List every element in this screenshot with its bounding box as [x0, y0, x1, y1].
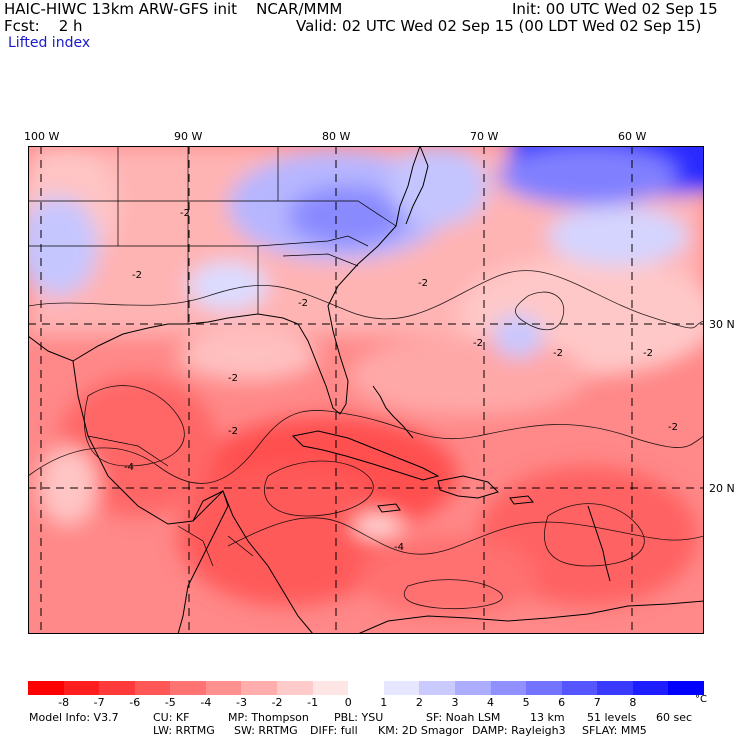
lat-lon-grid [28, 146, 704, 634]
model-info-sflay: SFLAY: MM5 [582, 724, 647, 737]
color-scale-tick-label: -8 [58, 696, 70, 709]
lat-label-20n: 20 N [709, 482, 735, 495]
contour-label: -2 [553, 348, 563, 359]
color-scale-unit: °C [695, 694, 707, 705]
color-scale-swatch [63, 681, 100, 695]
color-scale-swatch [205, 681, 242, 695]
color-scale-tick-label: 5 [522, 696, 530, 709]
color-scale-swatch [312, 681, 349, 695]
color-scale-swatch [597, 681, 633, 695]
lifted-index-map: -2 -2 -2 -2 -2 -2 -2 -2 -2 -4 -4 -2 [28, 146, 704, 634]
color-scale-swatch [241, 681, 278, 695]
color-scale-tick-label: -5 [164, 696, 176, 709]
color-scale-tick-label: -3 [235, 696, 247, 709]
model-info-cu: CU: KF [153, 711, 190, 724]
color-scale-tick-label: -6 [129, 696, 141, 709]
model-info-sw: SW: RRTMG [234, 724, 298, 737]
map-frame [28, 146, 704, 634]
color-scale-swatch [526, 681, 562, 695]
field-shading [28, 146, 704, 616]
color-scale-tick-label: 3 [451, 696, 459, 709]
color-scale-tick-label: 6 [558, 696, 566, 709]
color-scale-bar [28, 681, 704, 695]
model-info-lw: LW: RRTMG [153, 724, 215, 737]
lon-label-80w: 80 W [322, 130, 351, 143]
color-scale-swatch [99, 681, 135, 695]
color-scale-tick-label: 1 [380, 696, 388, 709]
lon-label-70w: 70 W [470, 130, 499, 143]
contour-label: -4 [124, 462, 134, 473]
color-scale-tick-label: 7 [593, 696, 601, 709]
contour-label: -2 [228, 373, 238, 384]
color-scale-tick-label: 0 [344, 696, 352, 709]
model-info-damp: DAMP: Rayleigh3 [472, 724, 566, 737]
contour-label: -2 [473, 338, 483, 349]
model-info-pbl: PBL: YSU [334, 711, 384, 724]
coastlines [28, 146, 704, 634]
field-name: Lifted index [8, 35, 91, 51]
contour-label: -2 [418, 278, 428, 289]
color-scale-swatch [632, 681, 669, 695]
color-scale-tick-label: -1 [307, 696, 319, 709]
valid-time: Valid: 02 UTC Wed 02 Sep 15 (00 LDT Wed … [296, 17, 702, 35]
lon-label-90w: 90 W [174, 130, 203, 143]
contour-label: -2 [643, 348, 653, 359]
model-info-diff: DIFF: full [310, 724, 358, 737]
color-scale-swatch [668, 681, 704, 695]
color-scale-ticks: -8 -7 -6 -5 -4 -3 -2 -1 0 1 2 3 4 5 6 7 8 [28, 696, 704, 710]
lon-label-60w: 60 W [618, 130, 647, 143]
color-scale-swatch [170, 681, 206, 695]
color-scale-tick-label: -2 [271, 696, 283, 709]
init-time: Init: 00 UTC Wed 02 Sep 15 [512, 0, 718, 18]
color-scale-swatch [348, 681, 384, 695]
model-info-mp: MP: Thompson [228, 711, 309, 724]
color-scale-tick-label: -7 [93, 696, 105, 709]
lon-label-100w: 100 W [24, 130, 60, 143]
model-title: HAIC-HIWC 13km ARW-GFS init NCAR/MMM [4, 0, 343, 18]
contour-label: -4 [394, 542, 404, 553]
model-info-resolution: 13 km [530, 711, 565, 724]
color-scale-swatch [383, 681, 420, 695]
model-info-km: KM: 2D Smagor [378, 724, 464, 737]
color-scale-swatch [28, 681, 64, 695]
lat-label-30n: 30 N [709, 318, 735, 331]
color-scale-swatch [454, 681, 491, 695]
contour-label: -2 [668, 422, 678, 433]
forecast-hour: Fcst: 2 h [4, 17, 83, 35]
color-scale-swatch [419, 681, 455, 695]
contour-label: -2 [132, 270, 142, 281]
model-info-timestep: 60 sec [656, 711, 693, 724]
color-scale-swatch [134, 681, 171, 695]
contour-label: -2 [228, 426, 238, 437]
color-scale-tick-label: -4 [200, 696, 212, 709]
contour-lines [28, 270, 704, 610]
color-scale-tick-label: 8 [629, 696, 637, 709]
color-scale-swatch [490, 681, 527, 695]
color-scale-tick-label: 4 [487, 696, 495, 709]
political-borders [28, 146, 397, 567]
contour-label: -2 [180, 208, 190, 219]
color-scale-swatch [277, 681, 313, 695]
contour-value-labels: -2 -2 -2 -2 -2 -2 -2 -2 -2 -4 -4 -2 [124, 208, 678, 553]
color-scale-swatch [561, 681, 598, 695]
color-scale-tick-label: 2 [415, 696, 423, 709]
model-info-sf: SF: Noah LSM [426, 711, 501, 724]
contour-label: -2 [298, 298, 308, 309]
model-info-levels: 51 levels [587, 711, 637, 724]
model-info-version: Model Info: V3.7 [29, 711, 119, 724]
